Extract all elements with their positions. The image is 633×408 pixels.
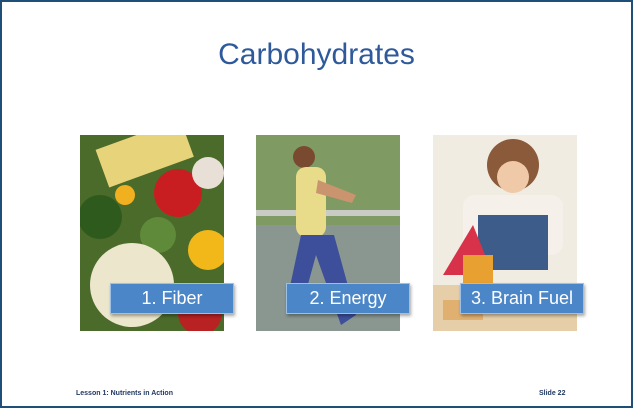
slide: Carbohydrates xyxy=(0,0,633,408)
panel-label: 1. Fiber xyxy=(110,283,234,314)
footer-lesson: Lesson 1: Nutrients in Action xyxy=(76,390,173,397)
slide-title: Carbohydrates xyxy=(2,38,631,72)
panel-label: 2. Energy xyxy=(286,283,410,314)
panel-label: 3. Brain Fuel xyxy=(460,283,584,314)
footer-slide-number: Slide 22 xyxy=(539,390,565,397)
